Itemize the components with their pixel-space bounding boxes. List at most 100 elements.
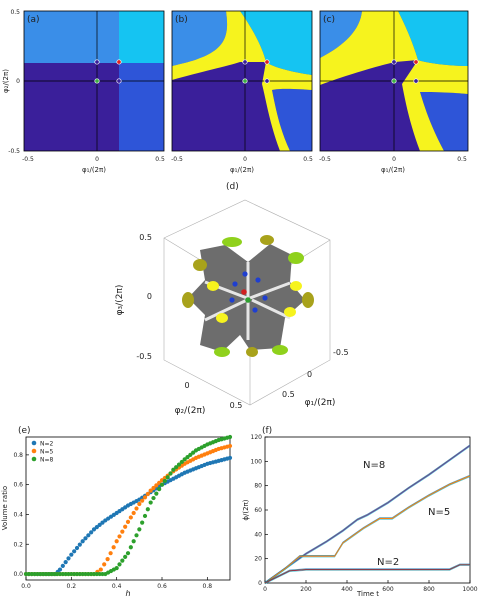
panel-f-series-line (264, 475, 471, 584)
panel-a: (a) 0.5 0 -0.5 φ₂/(2π) -0.5 0 0.5 φ₁/(2π… (2, 9, 165, 174)
panel-d-x1tick: -0.5 (333, 348, 349, 357)
panel-e-point (137, 501, 142, 507)
panel-f-label: (f) (262, 426, 272, 436)
panel-a-marker (94, 59, 100, 65)
panel-a-label: (a) (27, 15, 40, 25)
panel-d-cap-olive (260, 235, 274, 245)
panel-e-point (114, 565, 119, 571)
panel-c-region-cyan (398, 11, 468, 66)
panel-e-point (125, 519, 131, 525)
panel-e-point (174, 465, 179, 470)
panel-f-ytick-label: 0 (258, 580, 262, 587)
panel-d-cap-olive (182, 292, 194, 308)
panel-e-point (128, 545, 133, 550)
panel-d-cap-lime (222, 237, 242, 247)
panel-d-x1tick: 0.5 (282, 390, 295, 399)
panel-e-point (151, 495, 156, 501)
panel-e-point (140, 498, 145, 503)
panel-c-marker (413, 59, 419, 65)
panel-c-marker (391, 78, 397, 84)
panel-e-series (23, 434, 233, 577)
legend-label-n5: N=5 (40, 449, 54, 456)
panel-b-marker (264, 59, 270, 65)
panel-c-xlabel: φ₁/(2π) (381, 166, 405, 174)
panel-b-region-sky (172, 11, 228, 66)
panel-b: (b) -0.5 0 0.5 φ₁/(2π) (171, 10, 313, 174)
panel-a-marker (94, 78, 100, 84)
legend-marker-n8 (31, 456, 37, 462)
panel-e-point (227, 443, 233, 449)
panel-a-marker (116, 59, 122, 65)
panel-c-yellow-upper (320, 11, 418, 85)
panel-e-point (142, 495, 148, 500)
panel-e-point (142, 513, 148, 519)
legend-marker-n2 (31, 440, 37, 446)
panel-e-point (128, 515, 133, 520)
panel-e-point (114, 539, 119, 544)
panel-f-ticks: 0 200 400 600 800 1000 0 20 40 60 80 100 120 (251, 434, 478, 593)
panel-e-ytick-label: 0.4 (13, 511, 23, 518)
panel-e-point (171, 467, 176, 472)
panel-e-xlabel: h (125, 589, 130, 598)
panel-b-xtick: 0.5 (303, 156, 313, 163)
panel-e-point (89, 530, 94, 535)
panel-e-point (140, 520, 145, 525)
panel-a-region-sky (24, 11, 119, 63)
panel-b-frame (171, 10, 313, 152)
panel-d-cap-lime (288, 252, 304, 264)
panel-b-marker (264, 78, 270, 84)
panel-e-point (111, 545, 116, 550)
panel-e-point (134, 506, 139, 511)
panel-e-point (137, 527, 142, 532)
panel-e-point (179, 459, 184, 465)
panel-e-ytick-label: 0.8 (13, 452, 23, 459)
panel-e-point (77, 542, 82, 547)
panel-e-point (97, 522, 102, 527)
panel-a-xtick: 0.5 (155, 156, 165, 163)
panel-d-cap-olive (246, 347, 258, 357)
panel-e-ticks: 0.0 0.2 0.4 0.6 0.8 0.0 0.2 0.4 0.6 0.8 (13, 452, 212, 590)
panel-e-point (154, 491, 159, 496)
panel-a-xlabel: φ₁/(2π) (82, 166, 106, 174)
panel-e-point (83, 536, 88, 541)
panel-d-point (232, 281, 238, 287)
panel-f-annotation-n2: N=2 (377, 557, 399, 568)
panel-d-cap-lime (272, 345, 288, 355)
panel-a-ytick: 0.5 (10, 9, 20, 16)
panel-f-ytick-label: 60 (254, 507, 262, 514)
panel-c-xtick: 0.5 (457, 156, 467, 163)
panel-e-point (162, 478, 167, 484)
panel-f-trace (264, 475, 471, 584)
panel-e-ytick-label: 0.6 (13, 482, 23, 489)
panel-c-region-royal (420, 92, 468, 151)
panel-c: (c) -0.5 0 0.5 φ₁/(2π) (319, 10, 469, 174)
panel-d-cap-lime (214, 347, 230, 357)
panel-e-point (131, 510, 136, 516)
panel-a-frame (23, 10, 165, 152)
panel-e-point (108, 551, 113, 556)
panel-e-point (227, 434, 233, 440)
panel-e-point (131, 539, 136, 544)
panel-f-series (264, 444, 471, 585)
panel-e-point (176, 462, 182, 467)
panel-c-marker (391, 59, 397, 65)
panel-e-point (148, 488, 153, 493)
panel-a-region-navy (24, 63, 119, 151)
panel-d-cap-yellow (284, 307, 296, 317)
panel-e-point (134, 533, 139, 538)
panel-e-point (157, 487, 162, 492)
panel-e-point (100, 520, 105, 525)
panel-f: (f) 0 200 400 600 800 1000 0 20 40 60 80 100 120 N=8… (242, 426, 478, 598)
panel-e-point (105, 557, 110, 562)
panel-d-ztick: 0 (147, 292, 152, 301)
panel-a-xtick: 0 (95, 156, 99, 163)
panel-b-yellow-lower (262, 62, 312, 151)
panel-f-series-line (264, 564, 470, 584)
panel-a-region-royal (119, 63, 164, 151)
panel-c-region-sky (320, 11, 362, 58)
panel-e-point (154, 483, 159, 488)
panel-b-region-cyan (240, 11, 312, 75)
panel-e-point (102, 562, 107, 567)
panel-e-point (94, 525, 99, 530)
